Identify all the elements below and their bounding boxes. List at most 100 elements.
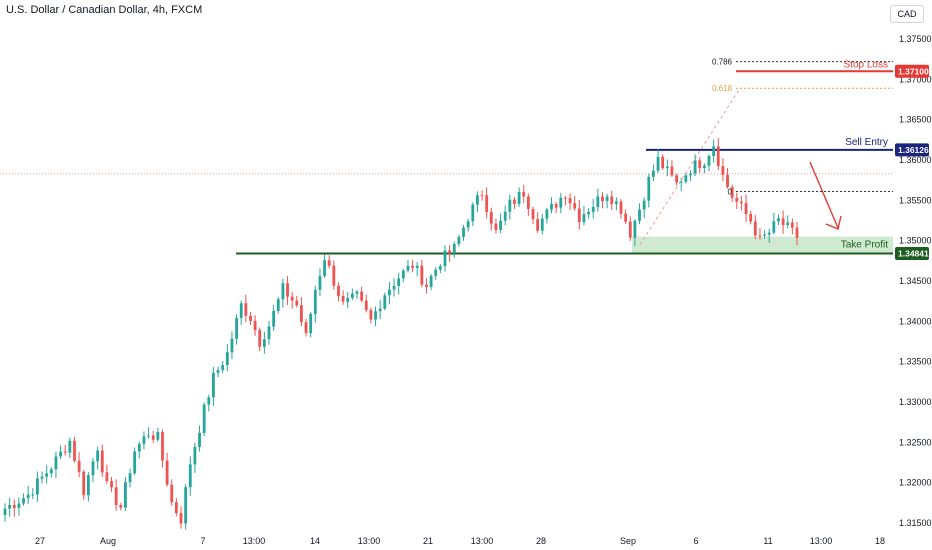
candle [790,218,794,235]
candle-body [517,192,521,204]
candle-body [383,295,387,309]
candle-body [665,166,669,169]
candle [550,197,553,214]
candle [642,197,646,219]
x-tick-label: 6 [693,536,698,546]
candle [119,502,123,511]
candle [258,327,262,352]
candle [670,160,674,178]
candle [147,427,150,439]
candle-body [253,320,257,331]
candle-body [781,218,785,226]
candle-body [378,308,382,312]
candle [77,452,81,478]
y-tick-label: 1.34000 [899,316,932,326]
y-tick-label: 1.36500 [899,115,932,125]
candle [786,215,790,229]
fib-786-label: 0.786 [712,58,733,67]
candle [383,292,387,311]
candle [272,304,276,331]
candle-body [54,456,58,470]
currency-button[interactable]: CAD [890,5,924,23]
candle [295,295,299,308]
candle-body [364,300,368,311]
candle [392,278,396,297]
candle-body [3,508,7,516]
candle [151,430,155,443]
candle [781,210,785,234]
candle [179,506,183,529]
candle-body [327,260,331,266]
candle [577,199,581,230]
candle-body [466,221,470,228]
candle [679,178,683,192]
candle-body [656,156,660,171]
candle-body [360,291,364,301]
candle [304,318,308,337]
candle-body [443,250,447,267]
candle-body [730,186,734,198]
level-lines [0,61,893,255]
x-tick-label: 7 [200,536,205,546]
candle-body [471,204,475,222]
candle [22,493,25,506]
candle-body [559,197,563,208]
candle [198,425,201,452]
take-profit-label: Take Profit [841,239,888,250]
candle [184,483,188,530]
y-tick-label: 1.35000 [899,236,932,246]
candle-body [670,166,674,176]
candle [193,442,197,473]
candle [526,193,530,216]
candle-body [633,220,637,238]
candle-body [540,218,544,231]
candle [684,173,688,184]
candle [702,163,706,174]
candle [68,437,72,459]
candle [54,451,58,479]
candle-body [244,303,248,316]
candle [466,218,470,232]
candle [161,429,164,468]
sell-entry-label: Sell Entry [845,137,888,148]
candle [26,486,30,504]
candle [425,278,428,294]
candle-body [434,269,438,276]
candle-body [281,283,285,300]
candle-body [767,232,771,235]
candle-body [73,440,76,461]
candle-body [749,214,753,222]
candle [262,331,266,354]
candle [564,195,567,206]
candle-body [624,213,628,222]
candle-body [591,206,595,212]
x-tick-label: 21 [423,536,433,546]
candle-body [679,181,683,183]
candles [3,137,799,530]
candle-body [647,176,651,201]
candle [323,254,326,278]
candle [165,452,169,487]
candle [531,206,535,225]
candle-body [272,310,276,327]
candle [485,187,489,219]
candle [633,219,637,247]
candle-body [188,464,192,488]
sell-entry-price-badge-text: 1.36126 [898,145,929,155]
candle [494,218,498,234]
candle [513,197,516,210]
take-profit-zone [632,236,893,254]
candle-body [735,197,739,202]
candle [300,297,303,327]
candle-body [49,469,53,474]
candle-body [425,284,428,287]
y-tick-label: 1.35500 [899,195,932,205]
candle-body [156,432,160,440]
y-tick-label: 1.36000 [899,155,932,165]
candle [388,281,391,305]
candle-body [276,299,280,311]
candle [174,498,178,517]
candle-body [545,209,549,219]
stop-loss-price-badge: 1.37100 [895,64,929,78]
